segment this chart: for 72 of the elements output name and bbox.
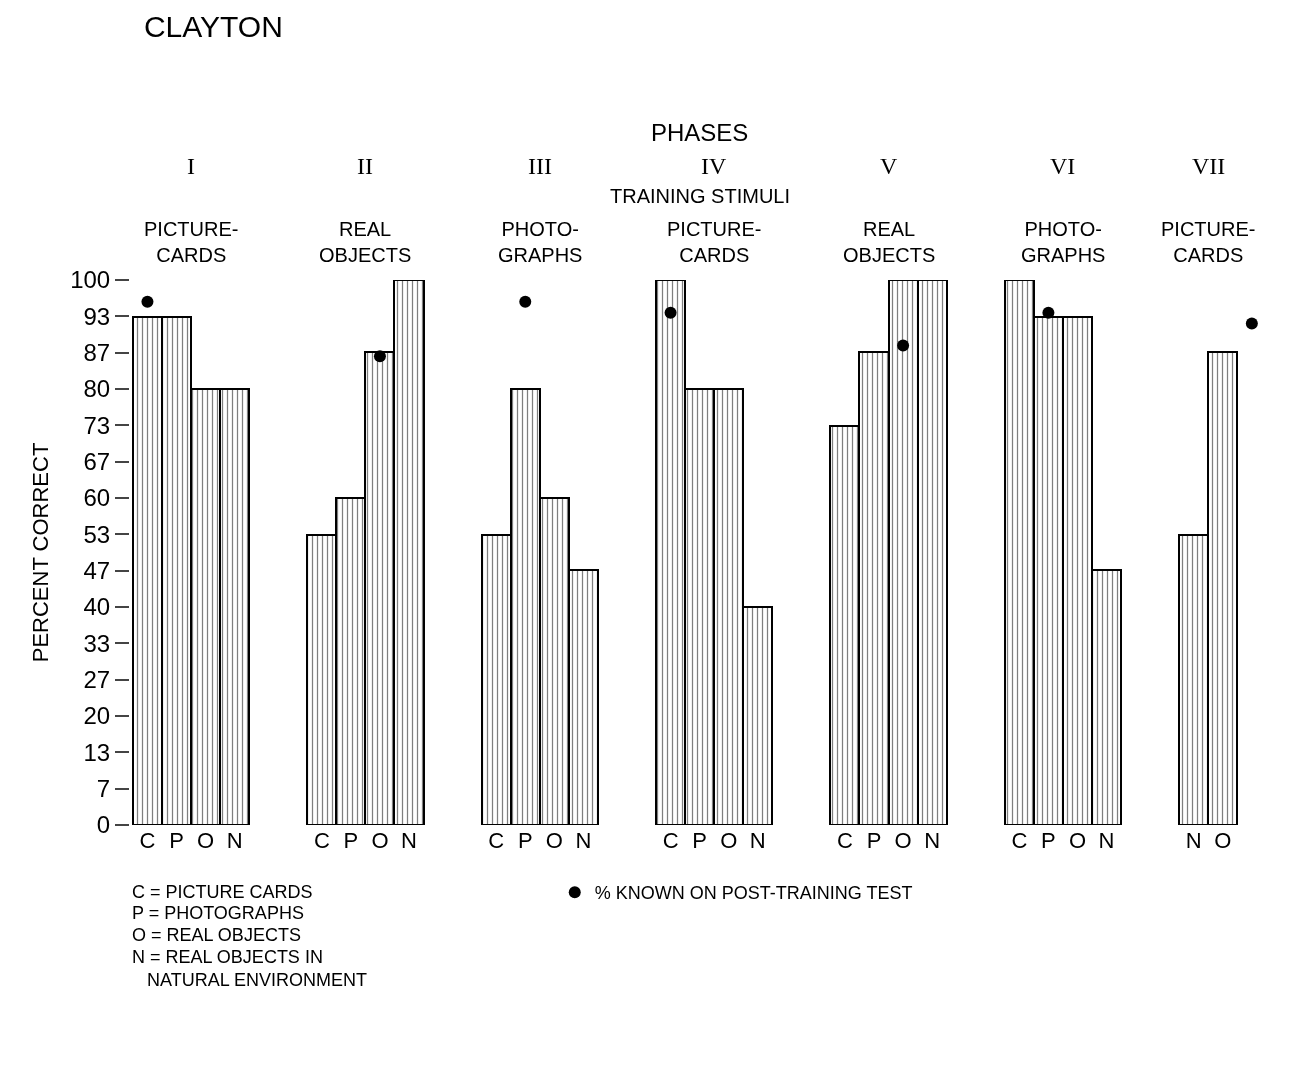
- x-tick-label: O: [197, 828, 215, 853]
- y-tick-label: 100: [70, 266, 111, 294]
- text: I: [187, 153, 195, 179]
- y-tick-label: 40: [83, 593, 111, 621]
- text: II: [357, 153, 373, 179]
- point: [897, 339, 910, 352]
- text: PHASES: [651, 119, 749, 146]
- x-tick-label: N: [749, 828, 766, 853]
- point: [373, 350, 386, 363]
- x-tick-label: N: [226, 828, 243, 853]
- x-tick-label: N: [924, 828, 941, 853]
- y-tick-label: 87: [83, 339, 111, 367]
- text: O = REAL OBJECTS: [132, 925, 301, 945]
- x-tick-label: P: [517, 828, 533, 853]
- x-tick-label: C: [837, 828, 854, 853]
- y-axis-title: PERCENT CORRECT: [27, 442, 53, 663]
- point: [141, 295, 154, 308]
- text: N = REAL OBJECTS IN NATURAL ENVIRONMENT: [132, 947, 368, 991]
- y-tick-label: 0: [96, 811, 111, 839]
- point: [519, 295, 532, 308]
- y-tick-label: 93: [83, 302, 111, 330]
- y-tick-label: 73: [83, 411, 111, 439]
- legend-label: % KNOWN ON POST-TRAINING TEST: [594, 883, 913, 904]
- y-tick-label: 7: [96, 775, 111, 803]
- y-tick-label: 67: [83, 448, 111, 476]
- text: TRAINING STIMULI: [610, 185, 791, 207]
- y-tick-label: 27: [83, 666, 111, 694]
- y-tick-label: 13: [83, 738, 111, 766]
- text: PHOTO- GRAPHS: [498, 218, 583, 266]
- x-tick-label: O: [894, 828, 912, 853]
- y-tick-label: 80: [83, 375, 111, 403]
- x-tick-label: P: [343, 828, 359, 853]
- text: C = PICTURE CARDS: [132, 882, 313, 902]
- x-tick-label: P: [1041, 828, 1056, 853]
- x-tick-label: N: [1185, 828, 1202, 853]
- x-tick-label: P: [692, 828, 707, 853]
- x-tick-label: O: [371, 828, 389, 853]
- point: [1042, 306, 1055, 319]
- x-tick-label: P: [169, 828, 184, 853]
- text: PICTURE- CARDS: [1161, 218, 1256, 266]
- x-tick-label: C: [139, 828, 156, 853]
- x-tick-label: C: [488, 828, 505, 853]
- chart-title: CLAYTON: [143, 10, 283, 44]
- point: [664, 306, 677, 319]
- text: PICTURE- CARDS: [667, 218, 762, 266]
- x-tick-label: O: [720, 828, 738, 853]
- y-tick-label: 53: [83, 520, 111, 548]
- y-tick-label: 20: [83, 702, 111, 730]
- point: [1245, 317, 1258, 330]
- x-tick-label: P: [866, 828, 882, 853]
- text: PHOTO- GRAPHS: [1021, 218, 1106, 266]
- x-tick-label: C: [662, 828, 679, 853]
- x-tick-label: O: [545, 828, 563, 853]
- text: PICTURE- CARDS: [144, 218, 239, 266]
- x-tick-label: C: [313, 828, 330, 853]
- text: VI: [1050, 153, 1076, 179]
- text: REAL OBJECTS: [843, 218, 936, 266]
- x-tick-label: C: [1011, 828, 1028, 853]
- x-tick-label: O: [1068, 828, 1087, 853]
- x-tick-label: N: [401, 828, 417, 853]
- x-tick-label: N: [1098, 828, 1115, 853]
- text: IV: [701, 153, 727, 179]
- text: V: [880, 153, 898, 179]
- x-tick-label: N: [575, 828, 592, 853]
- text: REAL OBJECTS: [319, 218, 412, 266]
- x-tick-label: O: [1214, 828, 1232, 853]
- y-tick-label: 33: [83, 629, 111, 657]
- y-tick-label: 47: [83, 557, 111, 585]
- y-tick-label: 60: [83, 484, 111, 512]
- text: P = PHOTOGRAPHS: [132, 903, 304, 923]
- text: VII: [1192, 153, 1226, 179]
- text: III: [528, 153, 552, 179]
